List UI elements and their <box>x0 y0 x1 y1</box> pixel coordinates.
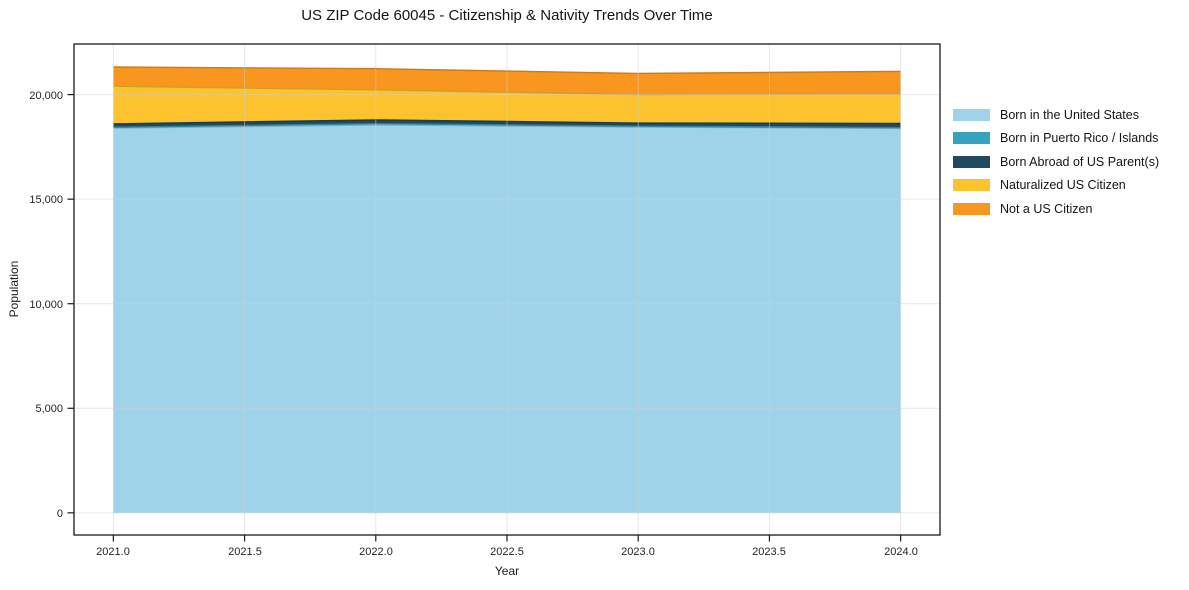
legend-label: Born Abroad of US Parent(s) <box>1000 154 1160 169</box>
gridlines <box>74 44 940 535</box>
chart-title: US ZIP Code 60045 - Citizenship & Nativi… <box>301 7 713 24</box>
x-axis-label: Year <box>494 564 520 578</box>
x-tick-labels: 2021.0 2021.5 2022.0 2022.5 2023.0 2023.… <box>96 546 918 558</box>
legend-item: Born in Puerto Rico / Islands <box>953 127 1159 151</box>
legend-swatch <box>953 132 990 145</box>
legend-item: Not a US Citizen <box>953 197 1159 221</box>
y-tick-label: 5,000 <box>35 403 63 415</box>
legend: Born in the United States Born in Puerto… <box>953 103 1159 221</box>
x-tick-label: 2021.5 <box>228 546 262 558</box>
legend-item: Born Abroad of US Parent(s) <box>953 150 1159 174</box>
legend-item: Naturalized US Citizen <box>953 174 1159 198</box>
x-tick-label: 2023.0 <box>621 546 655 558</box>
legend-swatch <box>953 155 990 168</box>
tick-marks <box>67 94 902 542</box>
x-tick-label: 2022.5 <box>490 546 524 558</box>
legend-label: Born in the United States <box>1000 107 1139 122</box>
legend-label: Not a US Citizen <box>1000 201 1093 216</box>
y-tick-labels: 0 5,000 10,000 15,000 20,000 <box>29 90 63 520</box>
y-tick-label: 20,000 <box>29 90 63 102</box>
legend-swatch <box>953 179 990 192</box>
y-tick-label: 0 <box>57 508 63 520</box>
legend-swatch <box>953 108 990 121</box>
y-axis-label: Population <box>7 260 21 318</box>
legend-swatch <box>953 202 990 215</box>
y-tick-label: 15,000 <box>29 194 63 206</box>
x-tick-label: 2023.5 <box>752 546 786 558</box>
legend-label: Naturalized US Citizen <box>1000 178 1126 193</box>
x-tick-label: 2024.0 <box>884 546 918 558</box>
y-tick-label: 10,000 <box>29 299 63 311</box>
x-tick-label: 2022.0 <box>359 546 393 558</box>
x-tick-label: 2021.0 <box>96 546 130 558</box>
legend-item: Born in the United States <box>953 103 1159 127</box>
legend-label: Born in Puerto Rico / Islands <box>1000 131 1159 146</box>
